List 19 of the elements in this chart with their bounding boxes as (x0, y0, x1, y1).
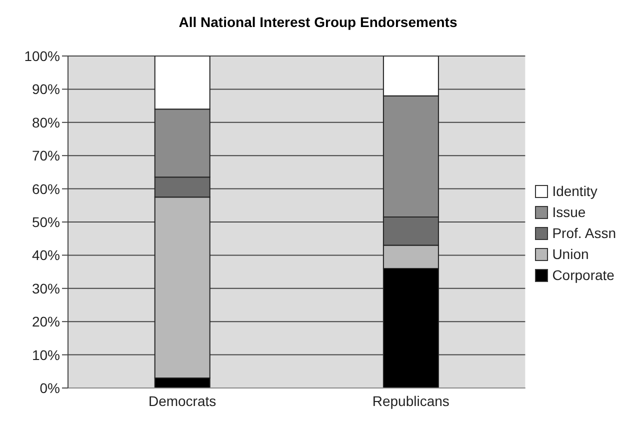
y-tick-label: 100% (24, 48, 60, 64)
chart-title: All National Interest Group Endorsements (178, 14, 458, 30)
y-tick-label: 40% (32, 247, 60, 264)
y-tick-label: 60% (32, 180, 60, 197)
legend-label: Union (552, 246, 589, 262)
y-tick-label: 10% (32, 346, 60, 363)
y-tick-label: 90% (32, 81, 60, 98)
legend-label: Prof. Assn (552, 225, 616, 241)
legend-label: Identity (552, 183, 598, 199)
y-tick-label: 50% (32, 214, 60, 230)
x-tick-label: Republicans (372, 392, 450, 409)
y-tick-label: 20% (32, 314, 60, 330)
y-tick-label: 80% (32, 114, 60, 130)
y-tick-label: 70% (32, 148, 60, 164)
legend-label: Issue (552, 204, 586, 220)
legend-label: Corporate (552, 267, 614, 283)
x-tick-label: Democrats (148, 392, 216, 409)
y-tick-label: 30% (32, 280, 60, 296)
y-tick-label: 0% (40, 380, 60, 396)
